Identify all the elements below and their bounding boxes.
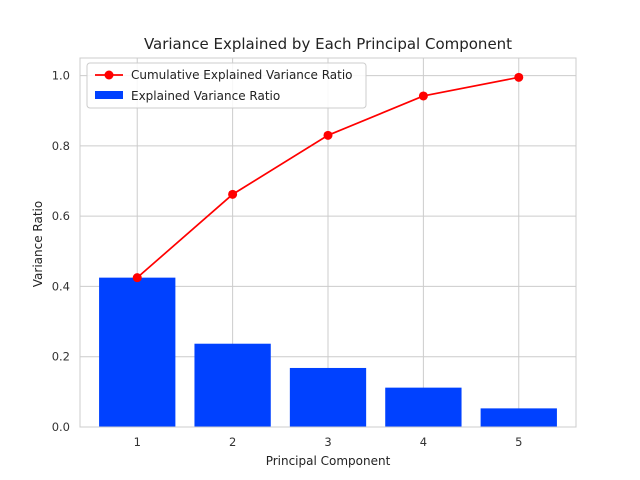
- y-tick-label: 0.2: [52, 350, 70, 364]
- bar: [99, 277, 176, 427]
- legend-label-cumulative: Cumulative Explained Variance Ratio: [131, 68, 353, 82]
- bar: [385, 387, 462, 427]
- legend-label-explained: Explained Variance Ratio: [131, 89, 280, 103]
- cumulative-point: [514, 72, 524, 82]
- bar-series: [99, 277, 557, 427]
- y-tick-labels: 0.0 0.2 0.4 0.6 0.8 1.0: [52, 69, 70, 434]
- y-tick-label: 0.4: [52, 279, 70, 293]
- legend-box: [86, 62, 367, 109]
- plot-frame: [79, 57, 577, 428]
- chart-title: Variance Explained by Each Principal Com…: [144, 35, 512, 53]
- legend: Cumulative Explained Variance Ratio Expl…: [86, 62, 367, 109]
- legend-bar-swatch: [95, 91, 123, 99]
- cumulative-point: [418, 91, 428, 101]
- y-axis-label: Variance Ratio: [31, 201, 45, 287]
- bar: [480, 408, 557, 427]
- x-tick-label: 3: [324, 435, 331, 449]
- cumulative-point: [323, 130, 333, 140]
- x-tick-label: 1: [134, 435, 141, 449]
- y-tick-label: 1.0: [52, 69, 70, 83]
- x-tick-labels: 1 2 3 4 5: [134, 435, 523, 449]
- cumulative-line-series: [132, 72, 524, 283]
- legend-marker-swatch: [104, 70, 114, 80]
- x-tick-label: 4: [420, 435, 427, 449]
- cumulative-point: [228, 189, 238, 199]
- cumulative-point: [132, 273, 142, 283]
- x-axis-label: Principal Component: [266, 454, 391, 468]
- y-tick-label: 0.6: [52, 209, 70, 223]
- y-tick-label: 0.0: [52, 420, 70, 434]
- x-tick-label: 5: [515, 435, 522, 449]
- y-tick-label: 0.8: [52, 139, 70, 153]
- x-tick-label: 2: [229, 435, 236, 449]
- bar: [194, 343, 271, 427]
- bar: [289, 367, 367, 427]
